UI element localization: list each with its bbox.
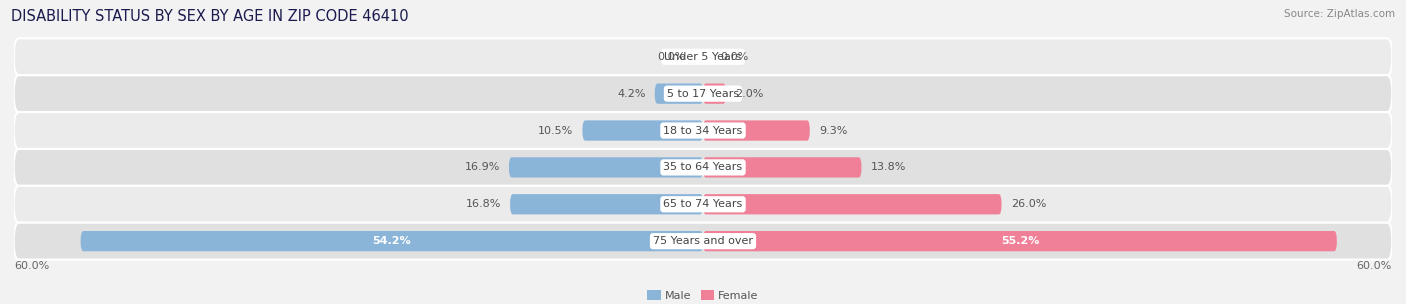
FancyBboxPatch shape (14, 149, 1392, 186)
Text: 55.2%: 55.2% (1001, 236, 1039, 246)
Text: 65 to 74 Years: 65 to 74 Years (664, 199, 742, 209)
Text: 0.0%: 0.0% (720, 52, 748, 62)
Text: 0.0%: 0.0% (658, 52, 686, 62)
Text: DISABILITY STATUS BY SEX BY AGE IN ZIP CODE 46410: DISABILITY STATUS BY SEX BY AGE IN ZIP C… (11, 9, 409, 24)
Text: 10.5%: 10.5% (538, 126, 574, 136)
FancyBboxPatch shape (703, 194, 1001, 214)
FancyBboxPatch shape (582, 120, 703, 141)
Text: 9.3%: 9.3% (818, 126, 848, 136)
FancyBboxPatch shape (509, 157, 703, 178)
FancyBboxPatch shape (14, 112, 1392, 149)
Text: 35 to 64 Years: 35 to 64 Years (664, 162, 742, 172)
FancyBboxPatch shape (14, 75, 1392, 112)
FancyBboxPatch shape (703, 120, 810, 141)
Text: Under 5 Years: Under 5 Years (665, 52, 741, 62)
FancyBboxPatch shape (703, 84, 725, 104)
Text: 54.2%: 54.2% (373, 236, 411, 246)
Text: 13.8%: 13.8% (870, 162, 905, 172)
Text: Source: ZipAtlas.com: Source: ZipAtlas.com (1284, 9, 1395, 19)
Text: 60.0%: 60.0% (1357, 261, 1392, 271)
FancyBboxPatch shape (655, 84, 703, 104)
Legend: Male, Female: Male, Female (643, 286, 763, 304)
Text: 16.9%: 16.9% (464, 162, 499, 172)
Text: 16.8%: 16.8% (465, 199, 501, 209)
Text: 26.0%: 26.0% (1011, 199, 1046, 209)
Text: 4.2%: 4.2% (617, 89, 645, 98)
Text: 2.0%: 2.0% (735, 89, 763, 98)
Text: 75 Years and over: 75 Years and over (652, 236, 754, 246)
FancyBboxPatch shape (80, 231, 703, 251)
FancyBboxPatch shape (14, 186, 1392, 223)
FancyBboxPatch shape (703, 231, 1337, 251)
FancyBboxPatch shape (14, 223, 1392, 260)
Text: 60.0%: 60.0% (14, 261, 49, 271)
Text: 18 to 34 Years: 18 to 34 Years (664, 126, 742, 136)
Text: 5 to 17 Years: 5 to 17 Years (666, 89, 740, 98)
FancyBboxPatch shape (703, 157, 862, 178)
FancyBboxPatch shape (14, 38, 1392, 75)
FancyBboxPatch shape (510, 194, 703, 214)
